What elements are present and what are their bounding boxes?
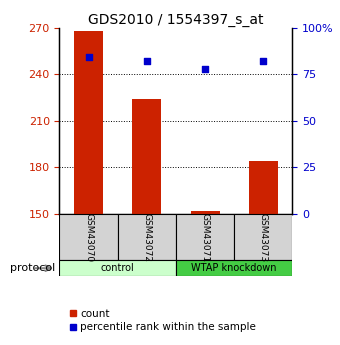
Bar <box>249 161 278 214</box>
Text: GSM43071: GSM43071 <box>201 213 209 262</box>
Text: protocol: protocol <box>10 263 55 273</box>
Bar <box>118 214 176 260</box>
Legend: count, percentile rank within the sample: count, percentile rank within the sample <box>65 305 260 336</box>
Bar <box>234 214 292 260</box>
Point <box>260 58 266 64</box>
Bar <box>59 260 176 276</box>
Bar <box>176 260 292 276</box>
Point <box>86 55 91 60</box>
Text: control: control <box>101 263 135 273</box>
Point <box>202 66 208 71</box>
Text: WTAP knockdown: WTAP knockdown <box>191 263 277 273</box>
Bar <box>132 99 161 214</box>
Text: GSM43072: GSM43072 <box>142 213 151 262</box>
Point <box>144 58 150 64</box>
Title: GDS2010 / 1554397_s_at: GDS2010 / 1554397_s_at <box>88 12 264 27</box>
Text: GSM43070: GSM43070 <box>84 213 93 262</box>
Bar <box>74 31 103 214</box>
Bar <box>190 211 220 214</box>
Bar <box>176 214 234 260</box>
Text: GSM43073: GSM43073 <box>259 213 268 262</box>
Bar <box>59 214 118 260</box>
